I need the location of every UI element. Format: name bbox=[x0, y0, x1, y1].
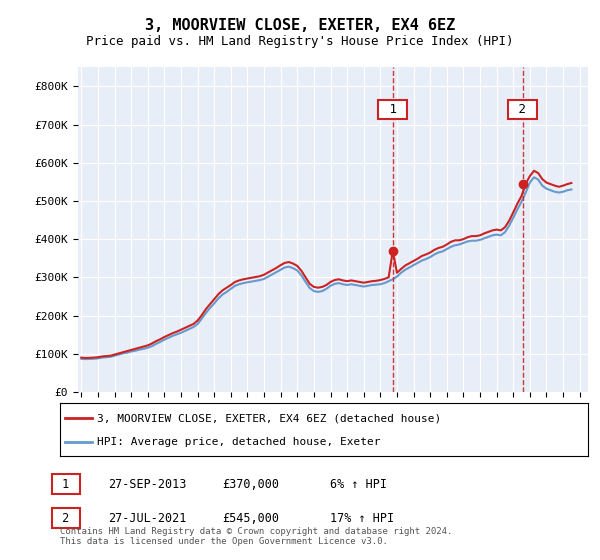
Text: 2: 2 bbox=[511, 103, 534, 116]
Text: 2: 2 bbox=[55, 511, 77, 525]
Text: 27-JUL-2021: 27-JUL-2021 bbox=[108, 511, 187, 525]
Text: Contains HM Land Registry data © Crown copyright and database right 2024.
This d: Contains HM Land Registry data © Crown c… bbox=[60, 526, 452, 546]
Text: 6% ↑ HPI: 6% ↑ HPI bbox=[330, 478, 387, 491]
Text: 27-SEP-2013: 27-SEP-2013 bbox=[108, 478, 187, 491]
Text: £545,000: £545,000 bbox=[222, 511, 279, 525]
Text: £370,000: £370,000 bbox=[222, 478, 279, 491]
Text: 1: 1 bbox=[55, 478, 77, 491]
Text: 3, MOORVIEW CLOSE, EXETER, EX4 6EZ: 3, MOORVIEW CLOSE, EXETER, EX4 6EZ bbox=[145, 18, 455, 32]
Text: 17% ↑ HPI: 17% ↑ HPI bbox=[330, 511, 394, 525]
Text: HPI: Average price, detached house, Exeter: HPI: Average price, detached house, Exet… bbox=[97, 436, 380, 446]
Text: 3, MOORVIEW CLOSE, EXETER, EX4 6EZ (detached house): 3, MOORVIEW CLOSE, EXETER, EX4 6EZ (deta… bbox=[97, 413, 441, 423]
Text: 1: 1 bbox=[382, 103, 404, 116]
Text: Price paid vs. HM Land Registry's House Price Index (HPI): Price paid vs. HM Land Registry's House … bbox=[86, 35, 514, 49]
